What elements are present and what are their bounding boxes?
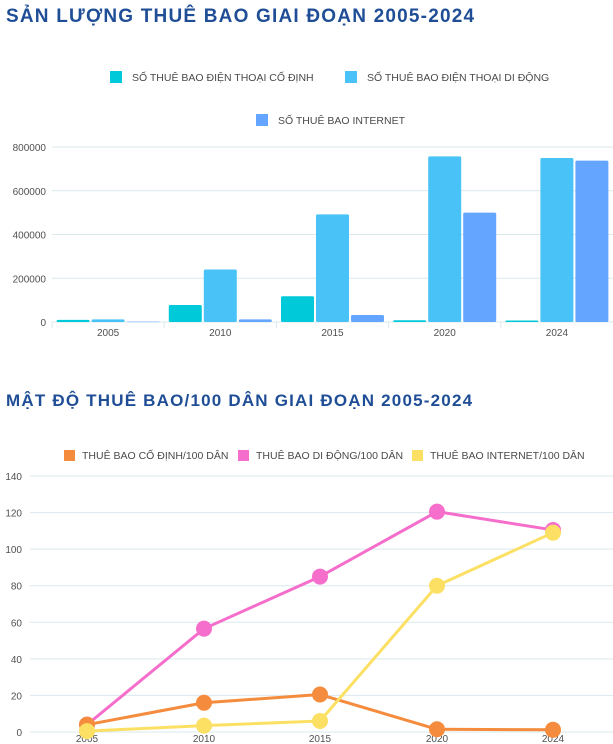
- legend-label: SỐ THUÊ BAO ĐIỆN THOẠI CỐ ĐỊNH: [132, 70, 314, 84]
- bar-chart-title: SẢN LƯỢNG THUÊ BAO GIAI ĐOẠN 2005-2024: [6, 6, 476, 27]
- legend-label: THUÊ BAO DI ĐỘNG/100 DÂN: [256, 449, 403, 462]
- data-point: [429, 577, 445, 594]
- data-point: [312, 713, 328, 730]
- legend-swatch: [345, 71, 357, 83]
- legend-swatch: [110, 71, 122, 83]
- data-point: [429, 503, 445, 520]
- y-tick-label: 800000: [13, 143, 47, 154]
- bar: [203, 269, 237, 322]
- bar: [91, 319, 125, 322]
- y-tick-label: 0: [16, 728, 22, 739]
- bar: [56, 319, 90, 322]
- bar: [540, 157, 574, 322]
- data-point: [79, 723, 95, 740]
- bar: [575, 160, 609, 322]
- bar: [316, 214, 349, 322]
- bar: [505, 320, 539, 322]
- y-tick-label: 200000: [13, 274, 47, 285]
- y-tick-label: 400000: [13, 231, 47, 242]
- data-point: [196, 694, 212, 711]
- data-point: [312, 686, 328, 703]
- legend-label: SỐ THUÊ BAO ĐIỆN THOẠI DI ĐỘNG: [367, 70, 549, 84]
- y-tick-label: 600000: [13, 187, 47, 198]
- bar: [168, 304, 202, 322]
- x-tick-label: 2015: [321, 328, 344, 339]
- y-tick-label: 120: [5, 509, 22, 520]
- y-tick-label: 80: [11, 582, 23, 593]
- y-tick-label: 100: [5, 545, 22, 556]
- legend-swatch: [238, 450, 249, 461]
- x-tick-label: 2010: [193, 734, 216, 744]
- legend-swatch: [412, 450, 423, 461]
- data-point: [429, 721, 445, 738]
- legend-label: THUÊ BAO INTERNET/100 DÂN: [430, 449, 585, 462]
- x-tick-label: 2010: [209, 328, 232, 339]
- y-tick-label: 20: [11, 691, 23, 702]
- legend-label: SỐ THUÊ BAO INTERNET: [278, 113, 406, 127]
- data-point: [312, 568, 328, 585]
- bar: [238, 319, 272, 322]
- x-tick-label: 2024: [546, 328, 569, 339]
- x-tick-label: 2015: [309, 734, 332, 744]
- y-tick-label: 0: [40, 318, 46, 329]
- legend-swatch: [256, 114, 268, 126]
- legend-label: THUÊ BAO CỐ ĐỊNH/100 DÂN: [82, 448, 228, 462]
- bar: [351, 315, 384, 322]
- y-tick-label: 40: [11, 655, 23, 666]
- x-tick-label: 2024: [542, 734, 565, 744]
- y-tick-label: 60: [11, 618, 23, 629]
- x-tick-label: 2005: [97, 328, 120, 339]
- data-point: [196, 620, 212, 637]
- data-point: [196, 717, 212, 734]
- line-chart-title: MẬT ĐỘ THUÊ BAO/100 DÂN GIAI ĐOẠN 2005-2…: [6, 391, 474, 410]
- y-tick-label: 140: [5, 472, 22, 483]
- legend-swatch: [64, 450, 75, 461]
- bar: [126, 321, 160, 323]
- data-point: [545, 524, 561, 541]
- x-tick-label: 2020: [434, 328, 457, 339]
- x-tick-label: 2020: [426, 734, 449, 744]
- bar: [463, 212, 497, 322]
- bar: [393, 320, 427, 322]
- data-point: [545, 721, 561, 738]
- bar: [428, 156, 462, 322]
- bar: [281, 296, 314, 322]
